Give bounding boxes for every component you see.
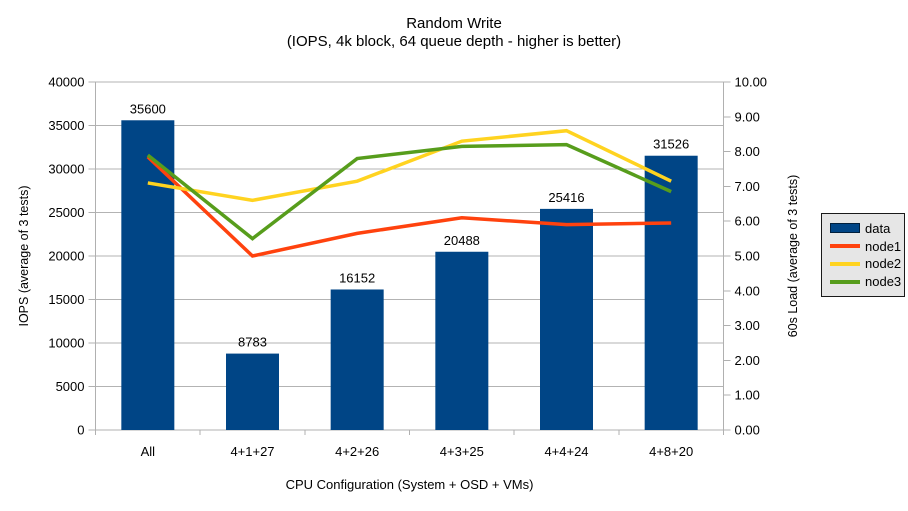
legend-item-node2: node2: [830, 257, 904, 270]
line-node3: [146, 142, 672, 241]
left-tick-label: 35000: [48, 118, 84, 133]
legend-label: node2: [865, 256, 902, 272]
legend-swatch-node2-icon: [830, 261, 860, 266]
right-tick-label: 1.00: [735, 388, 760, 403]
bar-value-label: 35600: [130, 101, 166, 116]
chart-title: Random Write: [406, 15, 502, 32]
legend-swatch-data-icon: [830, 223, 860, 234]
category-label: 4+1+27: [230, 444, 274, 459]
legend-swatch-node3-icon: [830, 279, 860, 284]
left-tick-label: 40000: [48, 75, 84, 90]
legend-item-node3: node3: [830, 275, 904, 288]
category-label: 4+4+24: [544, 444, 588, 459]
category-label: All: [141, 444, 156, 459]
left-tick-label: 30000: [48, 162, 84, 177]
left-tick-label: 0: [77, 423, 84, 438]
line-series-node2: [147, 128, 672, 203]
left-tick-label: 25000: [48, 205, 84, 220]
line-series-node1: [146, 155, 672, 258]
legend-item-data: data: [830, 222, 904, 235]
legend-item-node1: node1: [830, 240, 904, 253]
right-tick-label: 6.00: [735, 214, 760, 229]
bar-value-labels: 35600 8783 16152 20488 25416 31526: [130, 101, 689, 349]
line-series-node3: [146, 142, 672, 241]
right-tick-label: 4.00: [735, 283, 760, 298]
category-label: 4+2+26: [335, 444, 379, 459]
bar-value-label: 8783: [238, 335, 267, 350]
right-tick-label: 10.00: [735, 75, 768, 90]
bar-4+8+20: [644, 155, 698, 430]
bar-series-data: [121, 120, 698, 430]
bar-4+2+26: [330, 289, 384, 430]
right-tick-label: 3.00: [735, 318, 760, 333]
bar-All: [121, 120, 175, 430]
left-tick-label: 10000: [48, 336, 84, 351]
category-label: 4+3+25: [440, 444, 484, 459]
right-tick-label: 0.00: [735, 423, 760, 438]
left-tick-label: 20000: [48, 249, 84, 264]
axes: [88, 81, 731, 435]
y-axis-right-title: 60s Load (average of 3 tests): [786, 174, 800, 338]
chart-subtitle: (IOPS, 4k block, 64 queue depth - higher…: [286, 33, 622, 50]
right-tick-label: 8.00: [735, 144, 760, 159]
category-label: 4+8+20: [649, 444, 693, 459]
bar-value-label: 16152: [339, 270, 375, 285]
bar-4+4+24: [540, 208, 593, 430]
legend: data node1 node2 node3: [821, 213, 905, 297]
right-tick-label: 9.00: [735, 109, 760, 124]
axis-tick-labels: 0 5000 10000 15000 20000 25000 30000 35000 40000…: [48, 75, 767, 460]
right-tick-label: 5.00: [735, 249, 760, 264]
bar-value-label: 20488: [444, 233, 480, 248]
gridlines: [95, 81, 724, 431]
left-tick-label: 5000: [56, 379, 85, 394]
legend-label: data: [865, 220, 891, 236]
right-tick-label: 2.00: [735, 353, 760, 368]
bar-value-label: 25416: [548, 190, 584, 205]
x-axis-title: CPU Configuration (System + OSD + VMs): [285, 477, 534, 492]
right-tick-label: 7.00: [735, 179, 760, 194]
legend-label: node1: [865, 238, 902, 254]
legend-label: node3: [865, 274, 902, 290]
bar-value-label: 31526: [653, 137, 689, 152]
y-axis-left-title: IOPS (average of 3 tests): [17, 185, 31, 327]
line-node1: [146, 155, 672, 258]
bar-4+3+25: [435, 251, 489, 430]
bar-4+1+27: [226, 353, 279, 430]
left-tick-label: 15000: [48, 292, 84, 307]
legend-swatch-node1-icon: [830, 244, 860, 249]
line-node2: [147, 128, 672, 203]
